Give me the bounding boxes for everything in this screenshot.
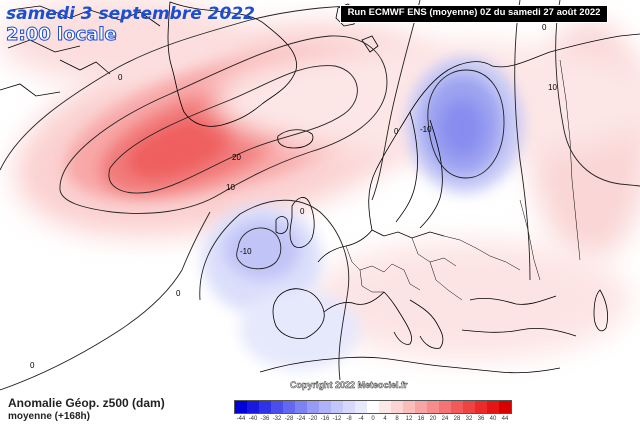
color-swatch [235, 401, 247, 413]
contour-label: 0 [118, 73, 123, 82]
scale-tick-label: -24 [296, 416, 306, 422]
scale-tick-label: -32 [272, 416, 282, 422]
scale-tick-label: -16 [320, 416, 330, 422]
scale-tick-label: 32 [465, 416, 473, 422]
color-swatch [319, 401, 331, 413]
scale-tick-label: -40 [248, 416, 258, 422]
color-swatch [271, 401, 283, 413]
run-info-text: Run ECMWF ENS (moyenne) 0Z du samedi 27 … [347, 7, 601, 18]
color-swatch [487, 401, 499, 413]
scale-tick-label: -28 [284, 416, 294, 422]
copyright-text: Copyright 2022 Meteociel.fr [290, 380, 408, 391]
scale-tick-label: -36 [260, 416, 270, 422]
scale-tick-label: -20 [308, 416, 318, 422]
color-swatch [343, 401, 355, 413]
color-scale-ticks: -44 -40 -36 -32 -28 -24 -20 -16 -12 -8 -4 0 4 8 12 16 20… [234, 416, 514, 426]
scale-tick-label: 0 [371, 416, 375, 422]
scale-tick-label: -12 [332, 416, 342, 422]
color-swatch [415, 401, 427, 413]
color-swatch [427, 401, 439, 413]
color-swatch [331, 401, 343, 413]
color-swatch [451, 401, 463, 413]
forecast-time: 2:00 locale [6, 24, 118, 46]
contour-label: -10 [240, 247, 252, 256]
color-swatch [439, 401, 451, 413]
scale-tick-label: -8 [346, 416, 352, 422]
color-swatch [391, 401, 403, 413]
color-swatch [283, 401, 295, 413]
scale-tick-label: 44 [501, 416, 509, 422]
coastlines [0, 1, 640, 374]
color-scale [234, 400, 512, 414]
contour-label: 10 [548, 83, 557, 92]
forecast-date: samedi 3 septembre 2022 [6, 4, 255, 24]
scale-tick-label: -4 [358, 416, 364, 422]
color-swatch [499, 401, 511, 413]
scale-tick-label: -44 [236, 416, 246, 422]
color-swatch [379, 401, 391, 413]
contour-labels: 0 0 0 0 0 0 20 10 10 -10 -10 [30, 23, 557, 370]
scale-tick-label: 28 [453, 416, 461, 422]
contour-label: 0 [542, 23, 547, 32]
scale-tick-label: 24 [441, 416, 449, 422]
color-swatch [475, 401, 487, 413]
color-swatch [259, 401, 271, 413]
contour-label: -10 [420, 125, 432, 134]
scale-tick-label: 12 [405, 416, 413, 422]
isolines [0, 0, 640, 391]
scale-tick-label: 40 [489, 416, 497, 422]
scale-tick-label: 36 [477, 416, 485, 422]
scale-tick-label: 20 [429, 416, 437, 422]
color-swatch [355, 401, 367, 413]
color-swatch [247, 401, 259, 413]
contour-label: 0 [30, 361, 35, 370]
color-swatch [403, 401, 415, 413]
color-swatch [463, 401, 475, 413]
legend-subtitle: moyenne (+168h) [8, 411, 90, 422]
contour-label: 10 [226, 183, 235, 192]
contour-label: 0 [394, 127, 399, 136]
run-info-box: Run ECMWF ENS (moyenne) 0Z du samedi 27 … [340, 5, 608, 23]
scale-tick-label: 4 [383, 416, 387, 422]
color-swatch [367, 401, 379, 413]
color-swatch [307, 401, 319, 413]
legend-title: Anomalie Géop. z500 (dam) [8, 396, 165, 410]
contour-label: 0 [176, 289, 181, 298]
contour-label: 0 [300, 207, 305, 216]
scale-tick-label: 8 [395, 416, 399, 422]
anomaly-map: 0 0 0 0 0 0 20 10 10 -10 -10 [0, 0, 640, 391]
color-swatch [295, 401, 307, 413]
contour-label: 20 [232, 153, 241, 162]
scale-tick-label: 16 [417, 416, 425, 422]
